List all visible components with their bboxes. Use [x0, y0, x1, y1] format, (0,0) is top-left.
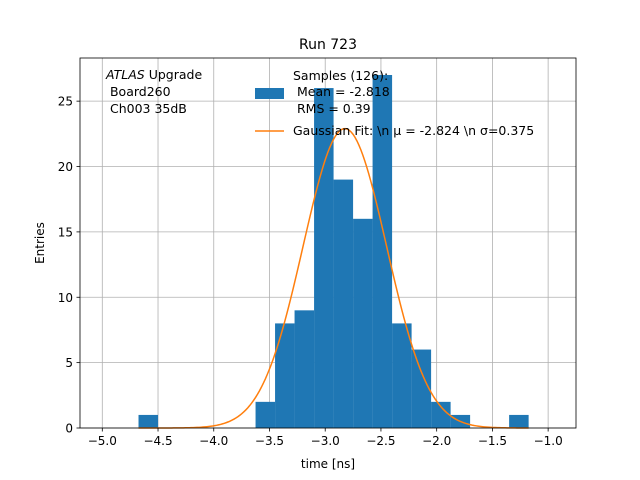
legend-samples-title: Samples (126):	[293, 68, 388, 83]
plot-frame	[79, 57, 577, 429]
y-tick-label: 15	[58, 225, 73, 239]
legend-samples-mean: Mean = -2.818	[293, 84, 390, 99]
legend-fit-label: Gaussian Fit: \n μ = -2.824 \n σ=0.375	[293, 123, 534, 138]
x-tick-label: −2.0	[422, 434, 451, 448]
x-axis-ticks: −5.0 −4.5 −4.0 −3.5 −3.0 −2.5 −2.0 −1.5 −1.0	[88, 428, 563, 448]
histogram-bar	[255, 401, 276, 428]
upgrade-label: Upgrade	[145, 67, 203, 82]
x-tick-label: −3.0	[311, 434, 340, 448]
legend-samples-rms: RMS = 0.39	[293, 101, 371, 116]
y-axis-ticks: 0 5 10 15 20 25	[58, 95, 80, 436]
histogram-bars	[138, 74, 529, 429]
x-tick-label: −5.0	[88, 434, 117, 448]
histogram-bar	[353, 218, 373, 428]
histogram-bar	[138, 414, 159, 428]
annotation-channel: Ch003 35dB	[106, 101, 187, 116]
atlas-annotation: ATLAS Upgrade Board260 Ch003 35dB	[105, 67, 202, 116]
histogram-bar	[509, 414, 529, 428]
legend: Samples (126): Mean = -2.818 RMS = 0.39 …	[255, 68, 534, 138]
histogram-bar	[372, 74, 393, 429]
y-tick-label: 20	[58, 160, 73, 174]
atlas-label: ATLAS	[105, 67, 145, 82]
histogram-bar	[392, 323, 412, 428]
y-tick-label: 5	[65, 356, 73, 370]
legend-samples-swatch	[255, 88, 284, 99]
x-axis-label: time [ns]	[301, 457, 355, 471]
x-tick-label: −4.0	[199, 434, 228, 448]
x-tick-label: −4.5	[143, 434, 172, 448]
histogram-bar	[411, 349, 432, 428]
y-tick-label: 0	[65, 422, 73, 436]
y-tick-label: 25	[58, 95, 73, 109]
chart-title: Run 723	[299, 37, 357, 53]
y-axis-label: Entries	[33, 222, 47, 264]
annotation-line-1: ATLAS Upgrade	[105, 67, 202, 82]
x-tick-label: −1.5	[478, 434, 507, 448]
y-tick-label: 10	[58, 291, 73, 305]
x-tick-label: −1.0	[534, 434, 563, 448]
annotation-board: Board260	[106, 84, 171, 99]
x-tick-label: −2.5	[366, 434, 395, 448]
histogram-bar	[275, 323, 295, 428]
histogram-bar	[333, 179, 354, 428]
histogram-bar	[431, 401, 451, 428]
histogram-bar	[294, 310, 315, 428]
x-tick-label: −3.5	[255, 434, 284, 448]
gaussian-fit-curve	[138, 127, 529, 429]
histogram-bar	[314, 88, 334, 428]
